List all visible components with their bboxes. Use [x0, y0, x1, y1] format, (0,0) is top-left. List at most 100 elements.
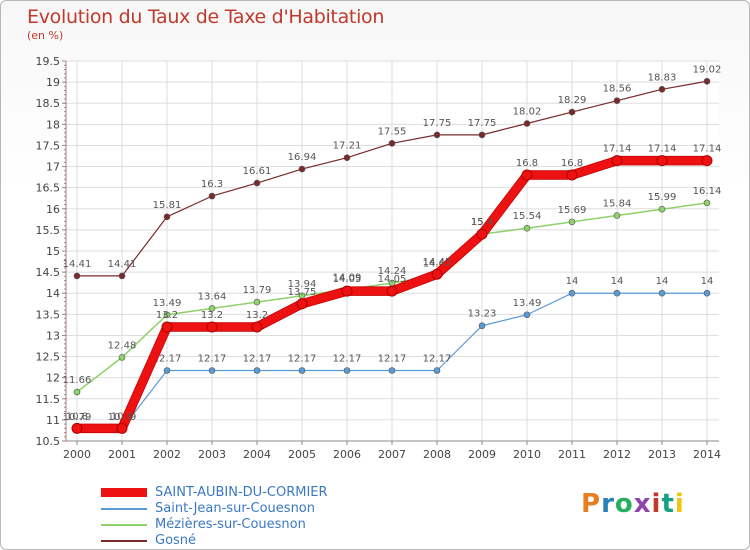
legend-label: SAINT-AUBIN-DU-CORMIER — [155, 485, 328, 500]
data-label-saint-aubin-du-cormier: 13.2 — [156, 310, 178, 321]
y-tick-label: 17 — [46, 161, 60, 174]
proxiti-logo: Proxiti — [581, 489, 685, 519]
y-tick-label: 16.5 — [36, 182, 61, 195]
x-tick-label: 2011 — [558, 448, 586, 461]
data-point-gosn- — [298, 165, 306, 173]
data-label-saint-jean-sur-couesnon: 12.17 — [423, 353, 452, 364]
data-point-gosn- — [658, 85, 666, 93]
chart-title: Evolution du Taux de Taxe d'Habitation — [27, 6, 385, 28]
y-tick-label: 13 — [46, 329, 60, 342]
data-point-m-zi-res-sur-couesnon — [523, 224, 531, 232]
data-point-m-zi-res-sur-couesnon — [118, 354, 126, 361]
y-tick-label: 15.5 — [36, 224, 61, 237]
data-point-m-zi-res-sur-couesnon — [613, 212, 621, 219]
data-label-saint-aubin-du-cormier: 17.14 — [648, 144, 677, 155]
data-point-saint-jean-sur-couesnon — [523, 311, 531, 319]
data-point-saint-aubin-du-cormier — [116, 422, 128, 434]
data-label-saint-aubin-du-cormier: 16.8 — [561, 158, 583, 169]
x-tick-label: 2004 — [243, 448, 271, 461]
data-label-m-zi-res-sur-couesnon: 15.4 — [471, 217, 493, 228]
legend-swatch — [101, 540, 147, 542]
y-tick-label: 10.5 — [36, 435, 61, 448]
data-point-saint-jean-sur-couesnon — [343, 367, 351, 374]
data-point-saint-aubin-du-cormier — [341, 285, 353, 297]
data-point-saint-jean-sur-couesnon — [298, 367, 306, 374]
x-tick-label: 2002 — [153, 448, 181, 461]
y-tick-label: 12 — [46, 372, 60, 385]
data-point-saint-aubin-du-cormier — [701, 155, 713, 167]
data-label-saint-aubin-du-cormier: 14.05 — [333, 274, 362, 285]
y-tick-label: 19 — [46, 76, 60, 89]
data-label-gosn-: 15.81 — [153, 200, 182, 211]
data-point-saint-jean-sur-couesnon — [163, 367, 171, 374]
data-label-m-zi-res-sur-couesnon: 16.14 — [693, 186, 722, 197]
data-label-gosn-: 14.41 — [108, 259, 137, 270]
data-label-saint-aubin-du-cormier: 14.05 — [378, 274, 407, 285]
data-point-m-zi-res-sur-couesnon — [568, 218, 576, 226]
data-point-saint-aubin-du-cormier — [611, 155, 623, 167]
data-label-m-zi-res-sur-couesnon: 13.94 — [288, 279, 317, 290]
data-point-saint-aubin-du-cormier — [431, 268, 443, 280]
data-point-gosn- — [568, 108, 576, 116]
data-label-saint-jean-sur-couesnon: 12.17 — [153, 353, 182, 364]
legend-swatch — [101, 524, 147, 526]
data-point-m-zi-res-sur-couesnon — [73, 388, 81, 396]
y-tick-label: 12.5 — [36, 351, 61, 364]
data-label-gosn-: 17.55 — [378, 126, 407, 137]
data-point-gosn- — [433, 131, 441, 139]
data-point-saint-jean-sur-couesnon — [703, 289, 711, 297]
data-label-gosn-: 18.56 — [603, 84, 632, 95]
data-label-saint-jean-sur-couesnon: 14 — [566, 276, 579, 287]
data-point-saint-aubin-du-cormier — [656, 155, 668, 167]
y-tick-label: 18 — [46, 118, 60, 131]
data-label-saint-aubin-du-cormier: 13.2 — [201, 310, 223, 321]
data-point-saint-aubin-du-cormier — [251, 321, 263, 333]
data-point-m-zi-res-sur-couesnon — [703, 199, 711, 207]
data-point-gosn- — [118, 272, 126, 280]
data-point-saint-jean-sur-couesnon — [388, 367, 396, 374]
data-point-gosn- — [208, 192, 216, 200]
data-label-saint-aubin-du-cormier: 17.14 — [603, 144, 632, 155]
y-tick-label: 14.5 — [36, 266, 61, 279]
data-label-saint-jean-sur-couesnon: 14 — [611, 276, 624, 287]
data-label-saint-aubin-du-cormier: 17.14 — [693, 144, 722, 155]
data-point-saint-jean-sur-couesnon — [253, 367, 261, 374]
data-point-gosn- — [163, 213, 171, 221]
data-label-saint-jean-sur-couesnon: 13.23 — [468, 309, 497, 320]
data-label-gosn-: 17.75 — [468, 118, 497, 129]
x-tick-label: 2013 — [648, 448, 676, 461]
data-label-saint-jean-sur-couesnon: 12.17 — [378, 353, 407, 364]
legend-label: Saint-Jean-sur-Couesnon — [155, 501, 315, 516]
y-tick-label: 13.5 — [36, 308, 61, 321]
data-label-m-zi-res-sur-couesnon: 14.09 — [333, 272, 362, 283]
legend-label: Mézières-sur-Couesnon — [155, 517, 306, 532]
x-tick-label: 2010 — [513, 448, 541, 461]
data-point-saint-aubin-du-cormier — [476, 228, 488, 240]
x-tick-label: 2003 — [198, 448, 226, 461]
data-label-m-zi-res-sur-couesnon: 15.99 — [648, 192, 677, 203]
data-label-m-zi-res-sur-couesnon: 15.54 — [513, 211, 542, 222]
data-label-saint-jean-sur-couesnon: 14 — [701, 276, 714, 287]
data-point-saint-aubin-du-cormier — [521, 169, 533, 181]
data-point-m-zi-res-sur-couesnon — [163, 311, 171, 319]
y-tick-label: 14 — [46, 287, 60, 300]
y-tick-label: 18.5 — [36, 97, 61, 110]
data-point-saint-jean-sur-couesnon — [208, 367, 216, 374]
data-point-m-zi-res-sur-couesnon — [208, 305, 216, 312]
y-tick-label: 11 — [46, 414, 60, 427]
data-label-saint-jean-sur-couesnon: 12.17 — [243, 353, 272, 364]
data-point-m-zi-res-sur-couesnon — [658, 205, 666, 213]
data-point-saint-aubin-du-cormier — [296, 298, 308, 310]
legend-swatch — [101, 488, 147, 497]
data-label-m-zi-res-sur-couesnon: 13.49 — [153, 298, 182, 309]
data-point-gosn- — [523, 120, 531, 127]
data-point-saint-aubin-du-cormier — [206, 321, 218, 333]
data-point-saint-jean-sur-couesnon — [568, 289, 576, 297]
data-point-saint-jean-sur-couesnon — [478, 322, 486, 330]
data-label-gosn-: 18.29 — [558, 95, 587, 106]
x-tick-label: 2008 — [423, 448, 451, 461]
data-label-saint-aubin-du-cormier: 16.8 — [516, 158, 538, 169]
data-label-saint-aubin-du-cormier: 13.75 — [288, 287, 317, 298]
data-point-gosn- — [388, 140, 396, 147]
